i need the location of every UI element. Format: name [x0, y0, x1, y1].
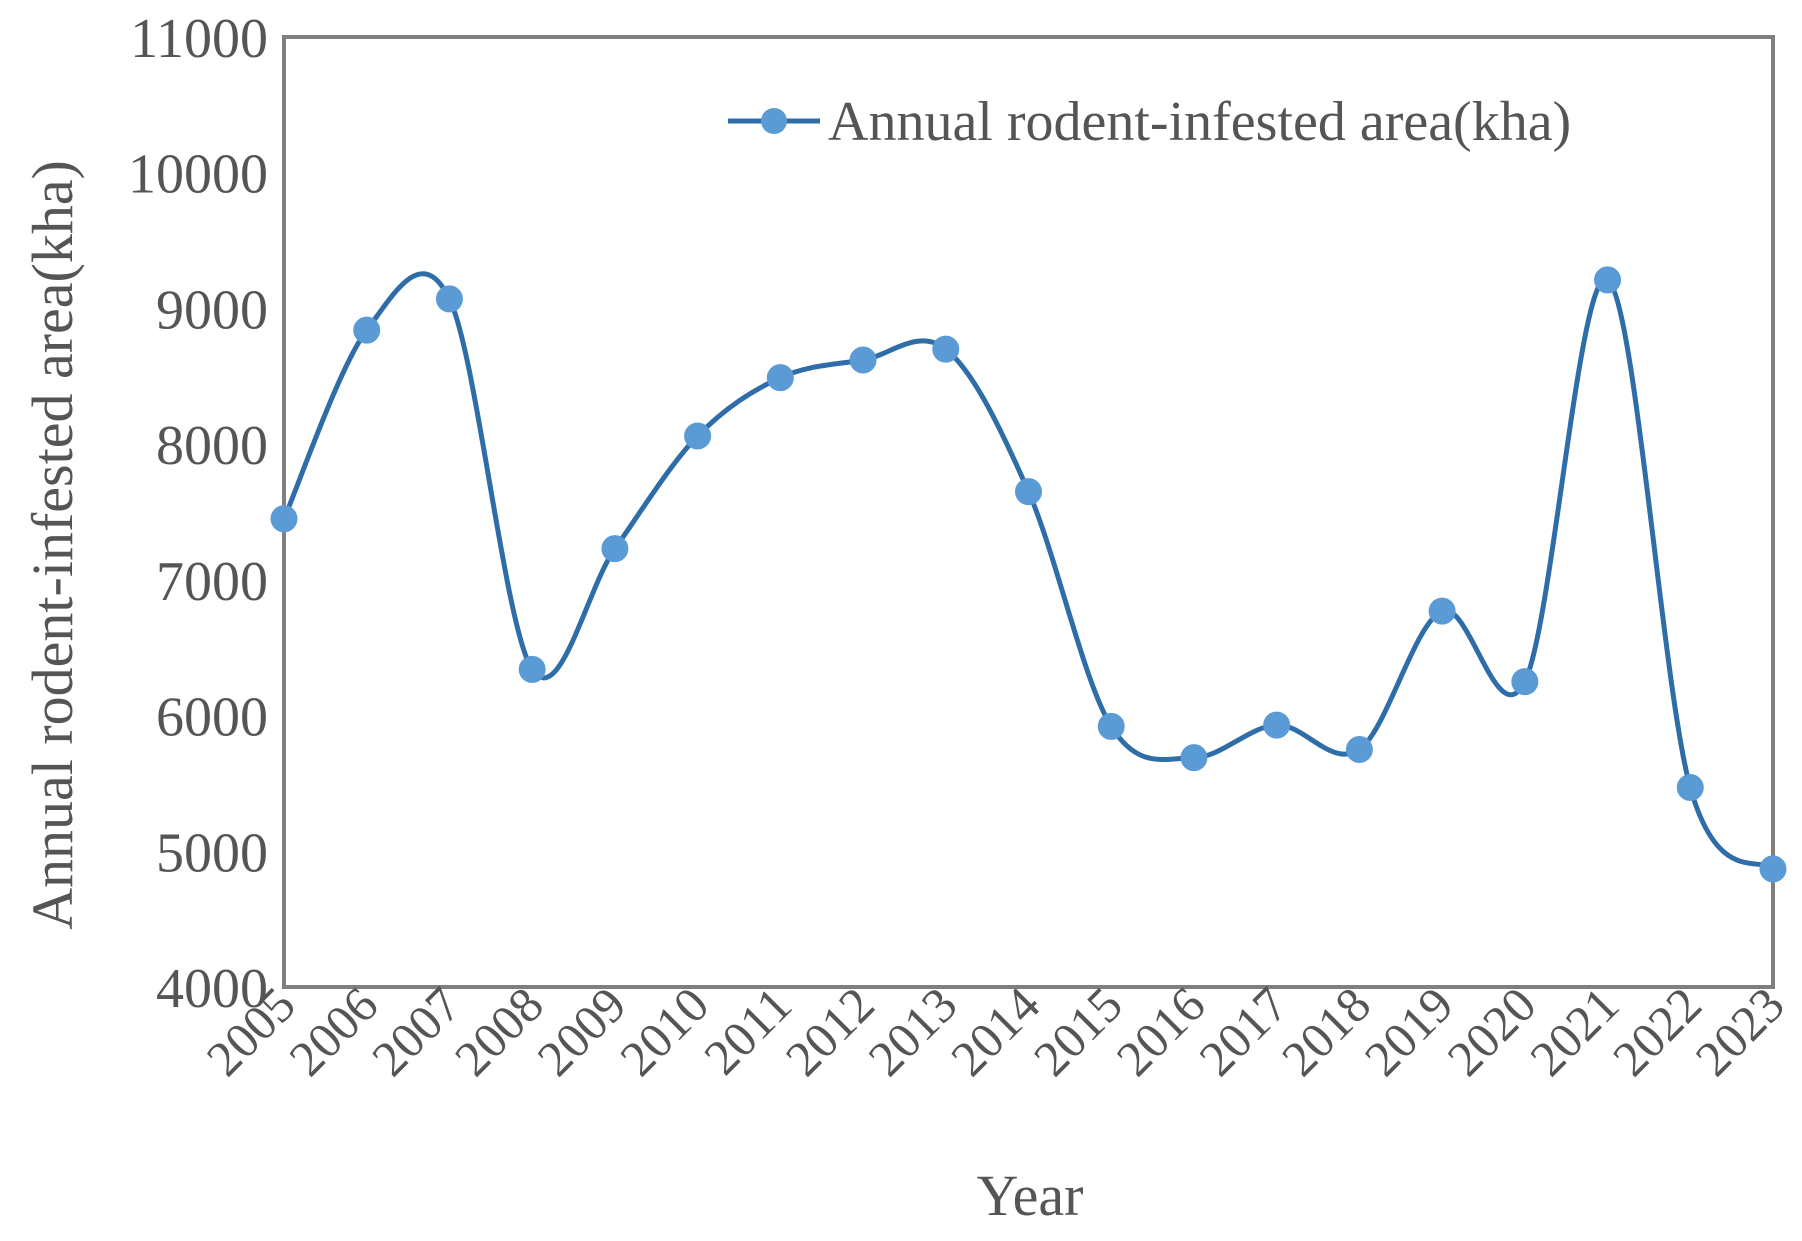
x-tick-label: 2011 [693, 976, 802, 1085]
data-point-2018 [1345, 736, 1373, 763]
x-tick-label: 2019 [1354, 976, 1464, 1086]
y-tick-label: 4000 [156, 958, 268, 1020]
data-point-2023 [1759, 855, 1787, 883]
data-point-2007 [435, 285, 463, 313]
data-point-2010 [684, 422, 712, 450]
x-tick-label: 2008 [444, 976, 554, 1086]
data-point-2014 [1015, 478, 1042, 506]
data-point-2009 [601, 535, 629, 563]
y-tick-label: 6000 [156, 687, 268, 749]
y-tick-label: 7000 [156, 551, 268, 613]
data-point-2020 [1511, 668, 1539, 696]
x-tick-label: 2021 [1519, 976, 1629, 1086]
y-tick-label: 8000 [156, 415, 268, 477]
x-tick-label: 2015 [1023, 976, 1133, 1086]
x-tick-label: 2022 [1602, 976, 1712, 1086]
x-tick-label: 2017 [1188, 976, 1298, 1086]
data-point-2005 [270, 505, 298, 533]
data-point-2022 [1676, 774, 1704, 801]
data-point-2017 [1263, 711, 1291, 739]
x-tick-label: 2006 [278, 976, 388, 1086]
x-tick-label: 2010 [609, 976, 719, 1086]
data-point-2021 [1594, 266, 1622, 294]
x-tick-label: 2013 [857, 976, 967, 1086]
data-point-2006 [353, 316, 381, 344]
legend-marker-swatch [761, 108, 787, 134]
y-tick-label: 9000 [156, 279, 268, 341]
x-tick-label: 2012 [775, 976, 885, 1086]
y-tick-label: 10000 [128, 144, 268, 206]
data-point-2008 [518, 655, 546, 683]
x-tick-label: 2009 [526, 976, 636, 1086]
x-tick-label: 2016 [1105, 976, 1215, 1086]
series-line [281, 271, 1775, 871]
x-tick-label: 2018 [1271, 976, 1381, 1086]
x-axis-title: Year [977, 1163, 1084, 1228]
data-point-2012 [849, 346, 877, 374]
legend-label: Annual rodent-infested area(kha) [828, 91, 1571, 153]
x-tick-label: 2014 [940, 976, 1050, 1086]
y-axis-title: Annual rodent-infested area(kha) [20, 160, 85, 930]
data-point-2011 [766, 364, 794, 392]
y-tick-label: 11000 [130, 8, 268, 70]
data-point-2016 [1180, 744, 1208, 772]
x-tick-label: 2020 [1436, 976, 1546, 1086]
data-point-2015 [1097, 712, 1125, 740]
data-point-2019 [1428, 597, 1456, 625]
y-tick-label: 5000 [156, 822, 268, 884]
x-tick-label: 2023 [1684, 976, 1794, 1086]
plot-area-frame [282, 35, 1775, 989]
x-tick-label: 2007 [361, 976, 471, 1086]
data-point-2013 [932, 335, 960, 363]
